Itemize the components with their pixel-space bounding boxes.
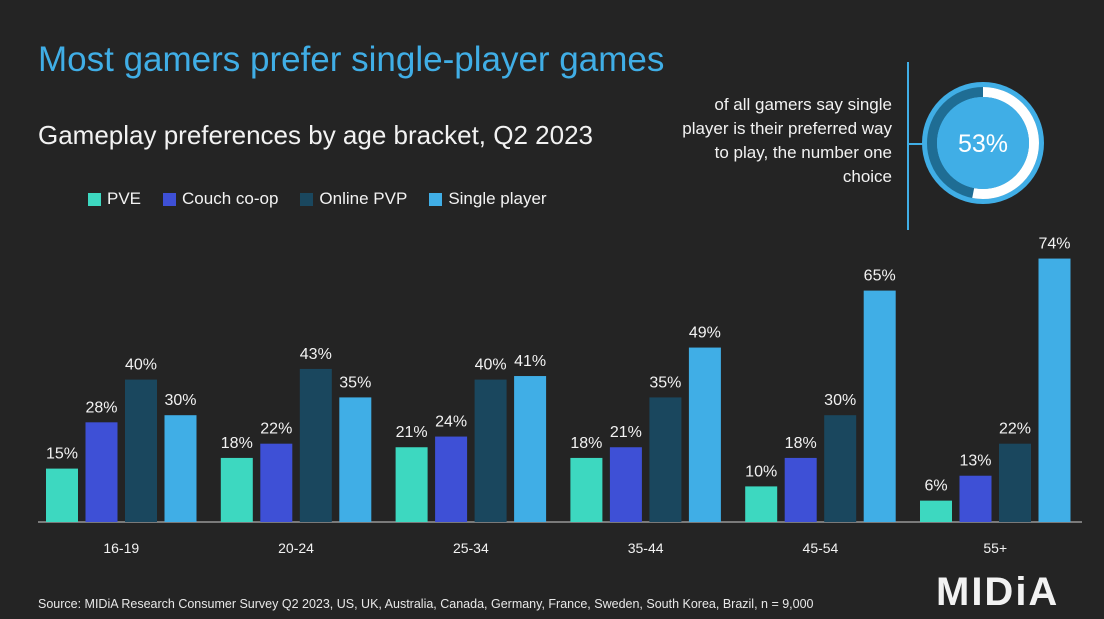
data-label: 18% <box>221 435 253 452</box>
legend-label: Single player <box>448 189 547 208</box>
data-label: 24% <box>435 414 467 431</box>
bar-couch-co-op-25-34 <box>435 436 468 522</box>
data-label: 18% <box>570 435 602 452</box>
data-label: 35% <box>339 374 371 391</box>
bar-online-pvp-55+ <box>999 443 1031 522</box>
data-label: 74% <box>1038 236 1070 253</box>
data-label: 13% <box>959 453 991 470</box>
data-label: 35% <box>649 374 681 391</box>
bar-couch-co-op-16-19 <box>85 422 118 522</box>
x-tick-label: 16-19 <box>103 540 139 556</box>
bar-pve-25-34 <box>395 447 428 522</box>
midia-logo: MIDiA <box>936 570 1060 614</box>
data-label: 28% <box>85 399 117 416</box>
legend-label: PVE <box>107 189 142 208</box>
donut-value-arc <box>927 87 1039 199</box>
bar-couch-co-op-20-24 <box>260 443 293 522</box>
legend-swatch <box>163 192 177 206</box>
data-label: 41% <box>514 353 546 370</box>
bar-pve-20-24 <box>220 457 253 522</box>
page-title: Most gamers prefer single-player games <box>38 40 665 79</box>
legend-label: Online PVP <box>319 189 408 208</box>
data-label: 40% <box>475 357 507 374</box>
data-label: 65% <box>864 268 896 285</box>
data-label: 21% <box>610 424 642 441</box>
legend-item-single-player: Single player <box>429 189 547 209</box>
legend-swatch <box>300 192 314 206</box>
data-label: 49% <box>689 325 721 342</box>
data-label: 40% <box>125 357 157 374</box>
data-label: 10% <box>745 463 777 480</box>
data-label: 30% <box>824 392 856 409</box>
bar-pve-55+ <box>920 500 952 522</box>
data-label: 6% <box>924 478 947 495</box>
x-tick-label: 55+ <box>983 540 1007 556</box>
bar-online-pvp-25-34 <box>474 379 507 522</box>
legend-label: Couch co-op <box>182 189 279 208</box>
donut-chart: 53% <box>922 82 1044 204</box>
bar-single-player-45-54 <box>863 290 896 522</box>
data-label: 18% <box>785 435 817 452</box>
bar-online-pvp-35-44 <box>649 397 682 522</box>
data-label: 22% <box>999 421 1031 438</box>
bar-single-player-55+ <box>1038 258 1071 522</box>
legend-swatch <box>88 192 101 206</box>
x-tick-label: 45-54 <box>803 540 839 556</box>
bar-single-player-20-24 <box>339 397 372 522</box>
bar-online-pvp-16-19 <box>125 379 157 522</box>
legend-swatch <box>429 192 443 206</box>
bar-couch-co-op-45-54 <box>784 457 817 522</box>
data-label: 30% <box>164 392 196 409</box>
data-label: 15% <box>46 446 78 463</box>
bar-couch-co-op-35-44 <box>609 447 642 522</box>
source-note: Source: MIDiA Research Consumer Survey Q… <box>38 597 814 611</box>
data-label: 21% <box>396 424 428 441</box>
bar-single-player-16-19 <box>164 415 197 522</box>
bar-online-pvp-45-54 <box>824 415 857 522</box>
legend-item-pve: PVE <box>88 189 141 209</box>
bar-online-pvp-20-24 <box>299 368 332 522</box>
legend-item-online-pvp: Online PVP <box>300 189 407 209</box>
bar-single-player-35-44 <box>688 347 721 522</box>
callout-divider <box>907 62 909 230</box>
bar-pve-35-44 <box>570 457 603 522</box>
callout-connector <box>907 143 927 145</box>
bar-pve-16-19 <box>46 468 78 522</box>
callout-text: of all gamers say single player is their… <box>682 95 892 186</box>
x-tick-label: 35-44 <box>628 540 664 556</box>
data-label: 43% <box>300 346 332 363</box>
donut-center <box>937 97 1029 189</box>
data-label: 22% <box>260 421 292 438</box>
bar-couch-co-op-55+ <box>959 475 992 522</box>
bar-single-player-25-34 <box>514 376 547 522</box>
bar-pve-45-54 <box>745 486 778 522</box>
x-tick-label: 20-24 <box>278 540 314 556</box>
legend-item-couch-coop: Couch co-op <box>163 189 278 209</box>
donut-value: 53% <box>958 130 1008 158</box>
legend: PVE Couch co-op Online PVP Single player <box>88 189 569 209</box>
chart-title: Gameplay preferences by age bracket, Q2 … <box>38 120 593 150</box>
x-tick-label: 25-34 <box>453 540 489 556</box>
